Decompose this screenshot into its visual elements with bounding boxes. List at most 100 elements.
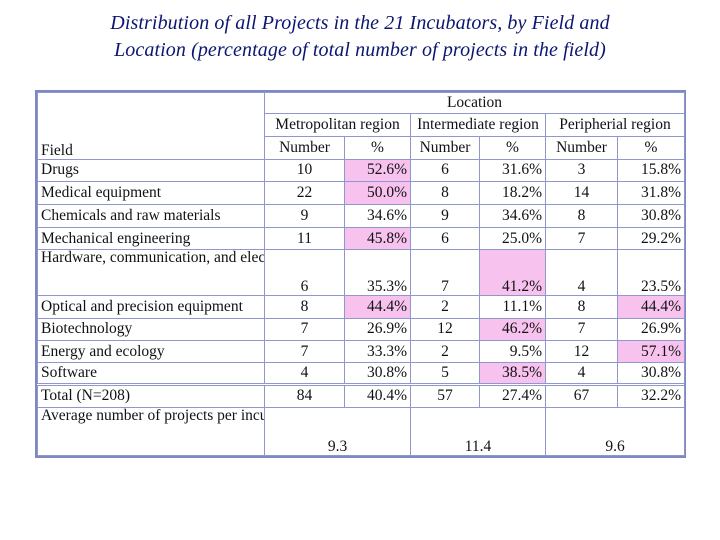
table-row: Energy and ecology 7 33.3% 2 9.5% 12 57.1% — [37, 339, 686, 364]
field-cell: Hardware, communication, and electronic … — [37, 249, 265, 296]
number-cell: 7 — [545, 317, 618, 341]
percent-column-header: % — [344, 136, 411, 160]
percent-cell: 52.6% — [344, 158, 411, 182]
number-cell: 67 — [545, 383, 618, 408]
field-cell: Biotechnology — [37, 317, 265, 341]
number-cell: 2 — [410, 339, 480, 364]
field-cell: Chemicals and raw materials — [37, 203, 265, 229]
percent-cell: 34.6% — [479, 203, 546, 229]
table-row: Chemicals and raw materials 9 34.6% 9 34.6% 8… — [37, 203, 686, 229]
number-cell: 4 — [264, 362, 345, 386]
number-cell: 4 — [545, 249, 618, 296]
percent-cell: 27.4% — [479, 383, 546, 408]
percent-cell: 9.5% — [479, 339, 546, 364]
field-cell: Medical equipment — [37, 180, 265, 205]
number-cell: 8 — [264, 294, 345, 319]
percent-cell: 15.8% — [616, 158, 686, 182]
number-cell: 8 — [410, 180, 480, 205]
number-cell: 10 — [264, 158, 345, 182]
number-cell: 7 — [410, 249, 480, 296]
average-value-cell: 9.6 — [544, 406, 686, 456]
percent-column-header: % — [479, 136, 546, 160]
percent-cell: 30.8% — [344, 362, 411, 386]
percent-cell: 30.8% — [616, 362, 686, 386]
table-row: Total (N=208) 84 40.4% 57 27.4% 67 32.2% — [37, 383, 686, 408]
average-value-cell: 11.4 — [410, 406, 546, 456]
number-cell: 57 — [410, 383, 480, 408]
number-cell: 6 — [410, 158, 480, 182]
percent-cell: 50.0% — [344, 180, 411, 205]
number-cell: 7 — [545, 227, 618, 251]
number-cell: 14 — [545, 180, 618, 205]
table-row: Hardware, communication, and electronic … — [37, 249, 686, 296]
percent-cell: 29.2% — [616, 227, 686, 251]
percent-cell: 11.1% — [479, 294, 546, 319]
number-cell: 22 — [264, 180, 345, 205]
number-cell: 5 — [410, 362, 480, 386]
percent-cell: 31.6% — [479, 158, 546, 182]
title-line-2: Location (percentage of total number of … — [114, 39, 606, 61]
field-header: Field — [37, 92, 265, 160]
percent-cell: 26.9% — [344, 317, 411, 341]
percent-cell: 38.5% — [479, 362, 546, 386]
percent-cell: 25.0% — [479, 227, 546, 251]
number-cell: 84 — [264, 383, 345, 408]
percent-cell: 44.4% — [344, 294, 411, 319]
number-cell: 12 — [410, 317, 480, 341]
field-cell: Total (N=208) — [37, 383, 265, 408]
percent-cell: 34.6% — [344, 203, 411, 229]
table-row: Medical equipment 22 50.0% 8 18.2% 14 31.8% — [37, 180, 686, 205]
field-cell: Optical and precision equipment — [37, 294, 265, 319]
region-header: Intermediate region — [410, 113, 546, 138]
number-cell: 3 — [545, 158, 618, 182]
percent-cell: 26.9% — [616, 317, 686, 341]
number-column-header: Number — [545, 136, 618, 160]
percent-cell: 44.4% — [616, 294, 686, 319]
number-column-header: Number — [410, 136, 480, 160]
percent-cell: 35.3% — [344, 249, 411, 296]
number-cell: 4 — [545, 362, 618, 386]
percent-column-header: % — [616, 136, 686, 160]
percent-cell: 23.5% — [616, 249, 686, 296]
number-column-header: Number — [264, 136, 345, 160]
percent-cell: 41.2% — [479, 249, 546, 296]
average-field-cell: Average number of projects per incubator — [37, 406, 265, 456]
distribution-table: Field Location Metropolitan region Interm… — [37, 91, 686, 456]
number-cell: 6 — [410, 227, 480, 251]
field-cell: Drugs — [37, 158, 265, 182]
title-line-1: Distribution of all Projects in the 21 I… — [110, 12, 610, 34]
percent-cell: 45.8% — [344, 227, 411, 251]
table-row: Drugs 10 52.6% 6 31.6% 3 15.8% — [37, 158, 686, 182]
percent-cell: 31.8% — [616, 180, 686, 205]
percent-cell: 57.1% — [616, 339, 686, 364]
table-row: Biotechnology 7 26.9% 12 46.2% 7 26.9% — [37, 317, 686, 341]
number-cell: 9 — [410, 203, 480, 229]
location-header: Location — [263, 91, 686, 115]
region-header: Metropolitan region — [264, 113, 411, 138]
number-cell: 7 — [264, 317, 345, 341]
percent-cell: 33.3% — [344, 339, 411, 364]
number-cell: 8 — [545, 203, 618, 229]
number-cell: 2 — [410, 294, 480, 319]
number-cell: 9 — [264, 203, 345, 229]
table-row-average: Average number of projects per incubator… — [37, 406, 686, 456]
field-cell: Software — [37, 362, 265, 386]
number-cell: 11 — [264, 227, 345, 251]
percent-cell: 18.2% — [479, 180, 546, 205]
region-header: Peripherial region — [544, 113, 686, 138]
percent-cell: 46.2% — [479, 317, 546, 341]
percent-cell: 32.2% — [616, 383, 686, 408]
percent-cell: 40.4% — [344, 383, 411, 408]
number-cell: 8 — [545, 294, 618, 319]
number-cell: 7 — [264, 339, 345, 364]
average-value-cell: 9.3 — [264, 406, 411, 456]
number-cell: 12 — [545, 339, 618, 364]
table-row: Optical and precision equipment 8 44.4% 2 11… — [37, 294, 686, 319]
distribution-table-frame: Field Location Metropolitan region Interm… — [35, 90, 686, 458]
page-title: Distribution of all Projects in the 21 I… — [0, 10, 720, 64]
percent-cell: 30.8% — [616, 203, 686, 229]
field-cell: Energy and ecology — [37, 339, 265, 364]
table-row: Software 4 30.8% 5 38.5% 4 30.8% — [37, 362, 686, 386]
field-cell: Mechanical engineering — [37, 227, 265, 251]
table-row: Mechanical engineering 11 45.8% 6 25.0% 7 29.2… — [37, 227, 686, 251]
